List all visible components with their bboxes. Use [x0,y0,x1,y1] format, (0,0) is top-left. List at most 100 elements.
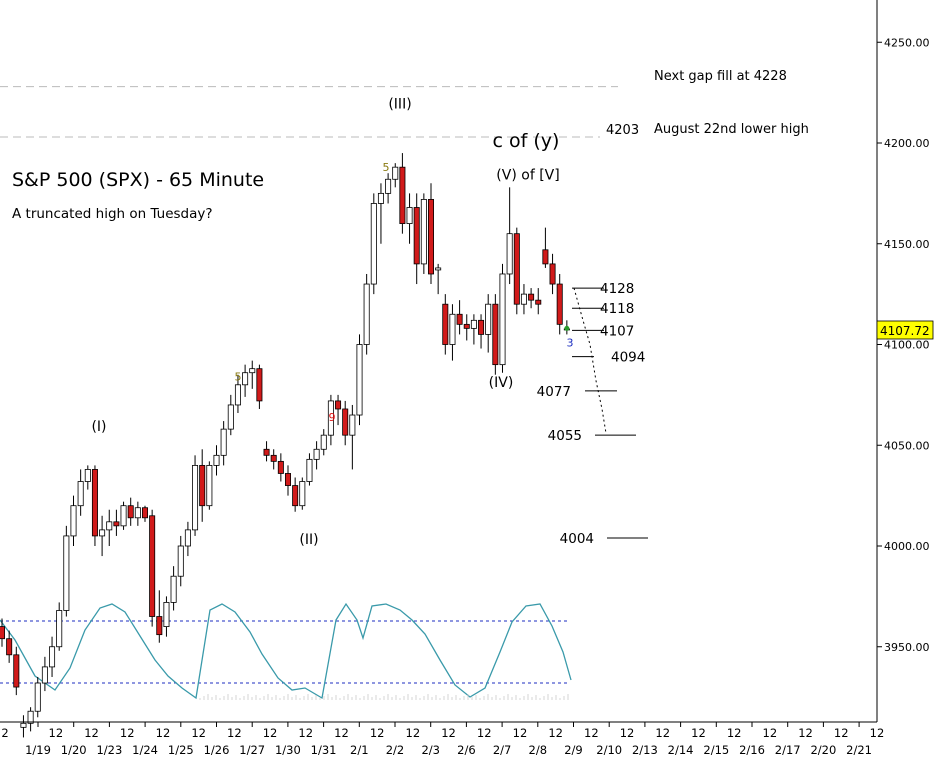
candle [284,465,291,496]
candle [385,173,392,204]
candle-body [49,646,56,668]
candle [149,509,156,627]
candle [184,521,191,557]
wave-label: (IV) [489,375,514,391]
candle [292,477,299,512]
candle-body [192,464,199,531]
wave-label: c of (y) [493,130,560,152]
candle [270,449,277,470]
candle-body [435,267,442,271]
count-label: 5 [235,371,242,384]
x-tick-intraday: 12 [513,726,528,740]
gap-note: August 22nd lower high [654,122,809,137]
candle-body [99,529,106,537]
candle [41,656,48,692]
x-tick-intraday: 12 [406,726,421,740]
candle-body [556,283,563,325]
candle-body [492,303,499,366]
x-tick-date: 2/14 [668,743,694,757]
candle [427,183,434,285]
candle [327,394,334,446]
candle [120,501,127,530]
chart-title: S&P 500 (SPX) - 65 Minute [12,169,264,191]
candle-body [263,448,270,456]
candle-body [520,293,527,305]
x-tick-intraday: 12 [298,726,313,740]
candle-body [313,448,320,460]
oscillator-line [0,602,572,700]
x-tick-intraday: 12 [477,726,492,740]
candle-body [406,207,413,224]
candle-body [535,299,542,305]
candle-body [413,207,420,265]
candle-body [470,319,477,329]
x-tick-date: 2/13 [632,743,658,757]
candle [106,509,113,546]
x-tick-date: 2/20 [810,743,836,757]
x-tick-date: 2/3 [421,743,440,757]
price-levels: 4128 4118 4107 4094 4077 4055 4004 [537,281,648,547]
candle-body [242,372,249,386]
candle [313,441,320,470]
candle [70,495,77,546]
candle [449,304,456,361]
candle [320,429,327,456]
oscillator-bands [0,620,570,684]
candle [492,294,499,375]
candle-body [427,199,434,275]
candle [156,590,163,643]
candle [199,449,206,522]
candle [535,288,542,315]
x-tick-date: 1/19 [25,743,51,757]
count-label: 9 [329,411,336,424]
candle-body [134,507,141,519]
x-tick-date: 1/26 [204,743,230,757]
candle-body [113,521,120,527]
candle [141,505,148,522]
level-label: 4118 [600,301,634,317]
candle [513,227,520,315]
candle [6,630,13,663]
candle [163,596,170,637]
candle [127,497,134,526]
candle [249,360,256,389]
level-label: 4077 [537,384,571,400]
x-tick-date: 2/8 [529,743,548,757]
candle [77,469,84,516]
candle-body [141,507,148,519]
candle [377,183,384,244]
candle [256,364,263,409]
candle-body [163,602,170,627]
gap-note: Next gap fill at 4228 [654,69,787,84]
candle-body [306,458,313,482]
last-price-tag: 4107.72 [876,320,934,340]
x-tick-date: 1/27 [239,743,265,757]
candle-body [220,428,227,456]
candle-body [84,469,91,482]
x-tick-date: 2/10 [596,743,622,757]
candle-body [442,303,449,345]
candle-body [156,616,163,636]
candle-body [449,313,456,345]
candle [342,400,349,446]
candle-body [0,626,5,640]
candle-body [356,344,363,416]
x-tick-date: 1/31 [311,743,337,757]
candle [99,515,106,557]
candle-body [320,434,327,450]
candle [463,314,470,341]
candle-body [392,166,399,180]
candle-body [399,166,406,224]
wave-labels: (I) (II) (III) (IV) (V) of [V] c of (y) 5 9 5 3 [91,97,573,548]
candle-body [91,469,98,537]
candle [84,465,91,490]
candle-body [499,273,506,366]
candle [556,273,563,335]
candle [192,455,199,536]
x-tick-date: 2/21 [846,743,872,757]
candle-body [63,535,70,611]
x-tick-intraday: 12 [370,726,385,740]
candle-body [106,521,113,531]
count-label: 3 [567,336,574,349]
